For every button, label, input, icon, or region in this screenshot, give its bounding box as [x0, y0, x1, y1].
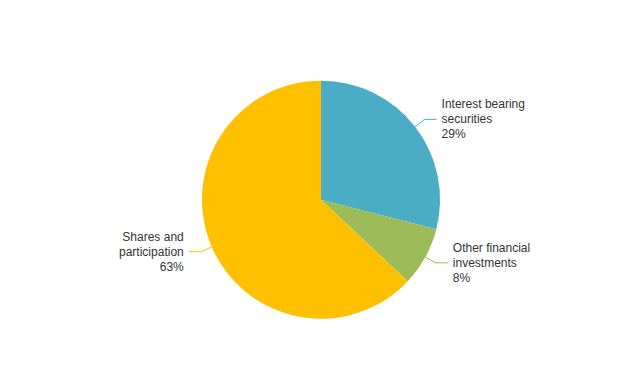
- svg-text:Interest bearing: Interest bearing: [442, 97, 525, 111]
- svg-text:Shares and: Shares and: [122, 230, 183, 244]
- svg-text:Other financial: Other financial: [453, 241, 530, 255]
- svg-text:securities: securities: [442, 112, 493, 126]
- svg-text:investments: investments: [453, 256, 517, 270]
- svg-text:29%: 29%: [442, 127, 466, 141]
- svg-text:participation: participation: [119, 245, 184, 259]
- svg-text:8%: 8%: [453, 271, 471, 285]
- svg-text:63%: 63%: [160, 260, 184, 274]
